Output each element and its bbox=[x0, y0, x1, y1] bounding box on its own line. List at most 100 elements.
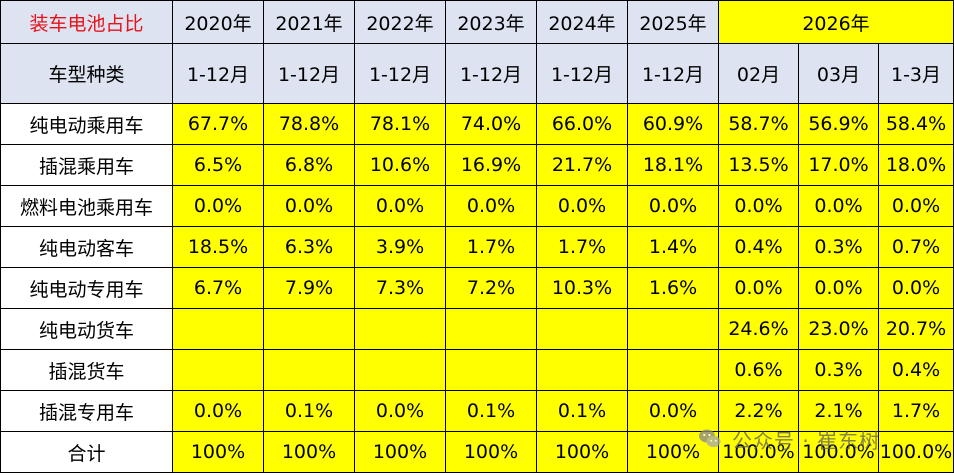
value-cell bbox=[445, 349, 537, 391]
table-row: 插混专用车 0.0% 0.1% 0.0% 0.1% 0.1% 0.0% 2.2% 2.1% 1.7… bbox=[0, 390, 954, 432]
value-cell: 0.3% bbox=[798, 226, 879, 268]
watermark: 公众号 · 崔东树 bbox=[698, 424, 954, 454]
value-cell: 100% bbox=[263, 431, 355, 473]
type-header: 车型种类 bbox=[0, 43, 173, 104]
year-header: 2024年 bbox=[536, 0, 628, 44]
row-label: 纯电动客车 bbox=[0, 226, 173, 268]
value-cell: 0.7% bbox=[877, 226, 954, 268]
value-cell: 20.7% bbox=[877, 308, 954, 350]
value-cell: 66.0% bbox=[536, 103, 628, 145]
value-cell: 0.0% bbox=[627, 185, 719, 227]
period-header: 03月 bbox=[798, 43, 879, 104]
row-label: 燃料电池乘用车 bbox=[0, 185, 173, 227]
value-cell: 67.7% bbox=[172, 103, 264, 145]
period-header: 1-12月 bbox=[445, 43, 537, 104]
period-header: 1-12月 bbox=[354, 43, 446, 104]
value-cell: 6.3% bbox=[263, 226, 355, 268]
period-header: 1-3月 bbox=[877, 43, 954, 104]
row-label: 纯电动乘用车 bbox=[0, 103, 173, 145]
year-header: 2022年 bbox=[354, 0, 446, 44]
value-cell: 0.0% bbox=[172, 390, 264, 432]
row-label: 纯电动货车 bbox=[0, 308, 173, 350]
period-header: 1-12月 bbox=[263, 43, 355, 104]
value-cell bbox=[354, 308, 446, 350]
row-label: 合计 bbox=[0, 431, 173, 473]
value-cell: 100% bbox=[536, 431, 628, 473]
value-cell: 3.9% bbox=[354, 226, 446, 268]
value-cell: 2.1% bbox=[798, 390, 879, 432]
value-cell bbox=[172, 349, 264, 391]
value-cell bbox=[172, 308, 264, 350]
value-cell: 18.1% bbox=[627, 144, 719, 186]
table-row: 插混乘用车 6.5% 6.8% 10.6% 16.9% 21.7% 18.1% 13.5% 17… bbox=[0, 144, 954, 186]
value-cell: 60.9% bbox=[627, 103, 719, 145]
table-row: 纯电动客车 18.5% 6.3% 3.9% 1.7% 1.7% 1.4% 0.4% 0.3% 0.… bbox=[0, 226, 954, 268]
value-cell: 1.7% bbox=[445, 226, 537, 268]
table-row: 插混货车 0.6% 0.3% 0.4% bbox=[0, 349, 954, 391]
value-cell: 0.1% bbox=[445, 390, 537, 432]
row-label: 插混乘用车 bbox=[0, 144, 173, 186]
table-title: 装车电池占比 bbox=[0, 0, 173, 44]
value-cell: 16.9% bbox=[445, 144, 537, 186]
period-header: 1-12月 bbox=[172, 43, 264, 104]
value-cell bbox=[263, 308, 355, 350]
period-header: 1-12月 bbox=[536, 43, 628, 104]
value-cell: 13.5% bbox=[718, 144, 799, 186]
row-label: 纯电动专用车 bbox=[0, 267, 173, 309]
value-cell: 58.7% bbox=[718, 103, 799, 145]
value-cell: 0.0% bbox=[536, 185, 628, 227]
value-cell: 0.1% bbox=[263, 390, 355, 432]
value-cell: 21.7% bbox=[536, 144, 628, 186]
value-cell: 0.0% bbox=[718, 267, 799, 309]
value-cell bbox=[536, 349, 628, 391]
value-cell: 100.0% bbox=[798, 431, 879, 473]
year-header: 2026年 bbox=[717, 0, 954, 44]
value-cell: 0.3% bbox=[798, 349, 879, 391]
value-cell: 1.7% bbox=[877, 390, 954, 432]
value-cell: 0.0% bbox=[877, 185, 954, 227]
value-cell: 0.0% bbox=[354, 185, 446, 227]
value-cell: 6.8% bbox=[263, 144, 355, 186]
value-cell: 78.8% bbox=[263, 103, 355, 145]
period-header-row: 车型种类 1-12月 1-12月 1-12月 1-12月 1-12月 1-12月… bbox=[0, 43, 954, 104]
row-label: 插混专用车 bbox=[0, 390, 173, 432]
value-cell: 56.9% bbox=[798, 103, 879, 145]
value-cell: 1.7% bbox=[536, 226, 628, 268]
value-cell: 6.7% bbox=[172, 267, 264, 309]
value-cell: 0.0% bbox=[172, 185, 264, 227]
value-cell: 74.0% bbox=[445, 103, 537, 145]
value-cell: 7.3% bbox=[354, 267, 446, 309]
value-cell: 0.0% bbox=[354, 390, 446, 432]
value-cell: 100.0% bbox=[718, 431, 799, 473]
value-cell: 23.0% bbox=[798, 308, 879, 350]
value-cell: 78.1% bbox=[354, 103, 446, 145]
value-cell: 18.5% bbox=[172, 226, 264, 268]
value-cell: 0.1% bbox=[536, 390, 628, 432]
table-row: 纯电动货车 24.6% 23.0% 20.7% bbox=[0, 308, 954, 350]
value-cell: 10.3% bbox=[536, 267, 628, 309]
value-cell bbox=[445, 308, 537, 350]
value-cell: 1.6% bbox=[627, 267, 719, 309]
value-cell: 0.0% bbox=[877, 267, 954, 309]
period-header: 02月 bbox=[718, 43, 799, 104]
year-header: 2023年 bbox=[445, 0, 537, 44]
value-cell: 17.0% bbox=[798, 144, 879, 186]
watermark-text: 公众号 · 崔东树 bbox=[732, 428, 881, 453]
value-cell: 0.4% bbox=[877, 349, 954, 391]
value-cell bbox=[627, 308, 719, 350]
table-row: 纯电动专用车 6.7% 7.9% 7.3% 7.2% 10.3% 1.6% 0.0% 0.0% 0… bbox=[0, 267, 954, 309]
value-cell: 0.0% bbox=[445, 185, 537, 227]
value-cell: 18.0% bbox=[877, 144, 954, 186]
year-header: 2020年 bbox=[172, 0, 264, 44]
value-cell: 0.4% bbox=[718, 226, 799, 268]
table-row: 燃料电池乘用车 0.0% 0.0% 0.0% 0.0% 0.0% 0.0% 0.0% 0.0% 0… bbox=[0, 185, 954, 227]
year-header: 2025年 bbox=[627, 0, 719, 44]
table-row: 纯电动乘用车 67.7% 78.8% 78.1% 74.0% 66.0% 60.9% 58.7… bbox=[0, 103, 954, 145]
value-cell: 0.0% bbox=[718, 185, 799, 227]
value-cell: 2.2% bbox=[718, 390, 799, 432]
value-cell: 10.6% bbox=[354, 144, 446, 186]
value-cell: 100% bbox=[172, 431, 264, 473]
value-cell: 0.0% bbox=[627, 390, 719, 432]
value-cell: 0.0% bbox=[798, 267, 879, 309]
